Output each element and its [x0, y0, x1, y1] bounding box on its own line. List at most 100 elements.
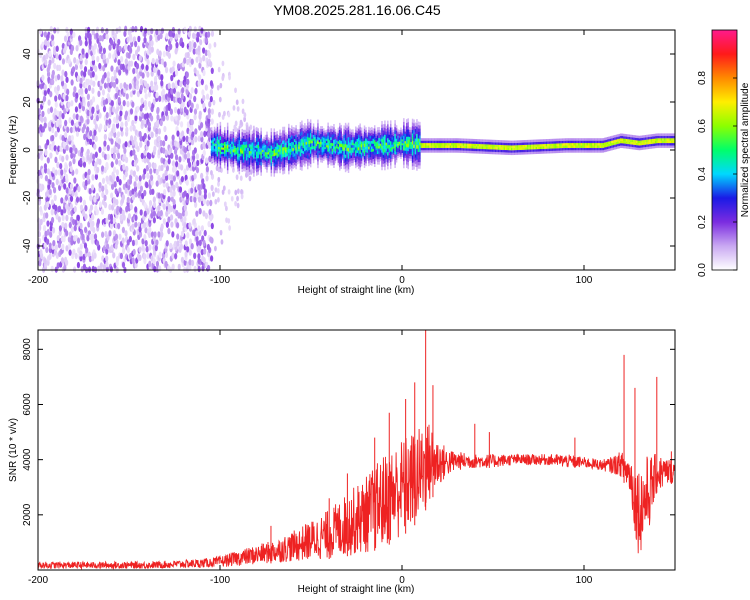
spectrogram-cell: [234, 200, 238, 207]
spectrogram-cell: [120, 130, 124, 137]
spectrogram-cell: [407, 150, 409, 155]
spectrogram-cell: [302, 153, 305, 157]
spectrogram-cell: [419, 135, 421, 139]
spectrogram-cell: [221, 153, 223, 157]
spectrogram-cell: [621, 138, 623, 141]
spectrogram-cell: [304, 138, 306, 142]
spectrogram-cell: [285, 157, 287, 160]
spectrogram-cell: [306, 118, 309, 123]
spectrogram-cell: [566, 150, 568, 153]
spectrogram-cell: [65, 259, 69, 266]
spectrogram-cell: [376, 153, 379, 157]
spectrogram-cell: [230, 195, 234, 202]
spectrogram-cell: [91, 87, 95, 94]
spectrogram-cell: [79, 204, 84, 211]
spectrogram-cell: [365, 127, 367, 131]
spectrogram-cell: [410, 153, 412, 157]
spectrogram-cell: [172, 175, 176, 182]
spectrogram-cell: [241, 168, 243, 173]
spectrogram-cell: [403, 153, 405, 158]
spectrogram-cell: [593, 150, 596, 153]
spectrogram-cell: [403, 164, 405, 169]
spectrogram-cell: [197, 265, 201, 273]
spectrogram-cell: [324, 132, 326, 135]
spectrogram-cell: [426, 147, 428, 151]
spectrogram-cell: [330, 142, 332, 146]
spectrogram-cell: [373, 160, 376, 165]
spectrogram-cell: [605, 146, 607, 150]
spectrogram-cell: [455, 140, 458, 144]
spectrogram-cell: [644, 142, 647, 145]
spectrogram-cell: [267, 164, 270, 168]
spectrogram-cell: [566, 145, 568, 148]
spectrogram-cell: [210, 127, 213, 131]
spectrogram-cell: [357, 165, 360, 170]
spectrogram-cell: [360, 141, 363, 145]
spectrogram-cell: [157, 135, 161, 143]
spectrogram-cell: [108, 44, 112, 51]
spectrogram-cell: [159, 209, 163, 217]
spectrogram-cell: [375, 141, 377, 145]
spectrogram-cell: [331, 131, 334, 135]
spectrogram-cell: [330, 128, 332, 132]
spectrogram-cell: [224, 147, 226, 151]
spectrogram-cell: [199, 39, 203, 46]
spectrogram-cell: [614, 144, 616, 148]
spectrogram-cell: [330, 131, 332, 135]
spectrogram-cell: [468, 145, 471, 149]
spectrogram-cell: [188, 222, 192, 229]
spectrogram-cell: [270, 128, 273, 132]
spectrogram-cell: [407, 132, 409, 137]
spectrogram-cell: [253, 125, 255, 130]
spectrogram-cell: [105, 255, 109, 262]
spectrogram-cell: [286, 155, 289, 159]
spectrogram-cell: [91, 29, 95, 36]
spectrogram-cell: [191, 138, 195, 146]
spectrogram-cell: [593, 143, 596, 146]
spectrogram-cell: [324, 142, 326, 146]
spectrogram-cell: [439, 145, 441, 148]
spectrogram-cell: [339, 122, 341, 127]
spectrogram-cell: [202, 149, 206, 157]
spectrogram-cell: [413, 155, 415, 159]
spectrogram-cell: [140, 63, 145, 70]
spectrogram-cell: [523, 147, 526, 150]
spectrogram-cell: [235, 151, 238, 155]
spectrogram-cell: [247, 138, 249, 142]
spectrogram-cell: [406, 150, 408, 155]
spectrogram-cell: [222, 149, 225, 152]
spectrogram-cell: [237, 152, 239, 157]
spectrogram-cell: [46, 220, 50, 227]
spectrogram-cell: [430, 138, 433, 141]
spectrogram-cell: [355, 161, 357, 166]
spectrogram-cell: [328, 137, 331, 141]
spectrogram-cell: [144, 27, 148, 34]
spectrogram-cell: [283, 153, 286, 158]
spectrogram-cell: [388, 126, 391, 130]
spectrogram-cell: [360, 155, 363, 159]
spectrogram-cell: [289, 157, 292, 161]
spectrogram-cell: [169, 214, 174, 221]
spectrogram-cell: [525, 144, 527, 148]
spectrogram-cell: [548, 146, 551, 149]
spectrogram-cell: [312, 145, 315, 150]
spectrogram-cell: [400, 136, 402, 140]
spectrogram-cell: [340, 146, 342, 151]
spectrogram-cell: [125, 93, 129, 100]
spectrogram-cell: [324, 144, 326, 148]
spectrogram-cell: [561, 145, 564, 149]
spectrogram-cell: [221, 151, 223, 155]
spectrogram-cell: [117, 152, 121, 160]
spectrogram-cell: [410, 143, 412, 147]
spectrogram-cell: [379, 138, 382, 142]
spectrogram-cell: [493, 149, 495, 152]
spectrogram-cell: [336, 148, 338, 151]
spectrogram-cell: [569, 143, 571, 146]
spectrogram-cell: [149, 34, 153, 42]
spectrogram-cell: [80, 146, 84, 154]
spectrogram-cell: [416, 166, 418, 171]
spectrogram-cell: [185, 88, 189, 96]
spectrogram-cell: [296, 141, 299, 145]
spectrogram-cell: [413, 130, 415, 134]
spectrogram-cell: [280, 148, 283, 152]
